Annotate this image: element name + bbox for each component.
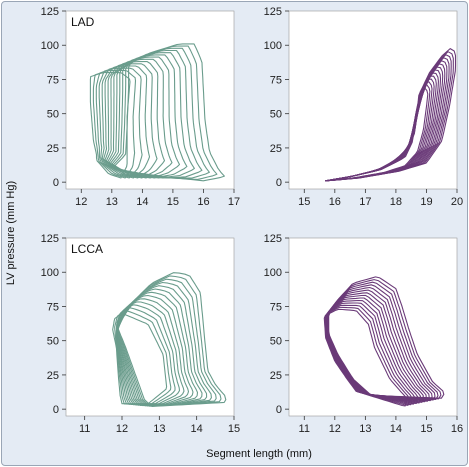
pressure-length-loop [92, 69, 137, 179]
y-tick-label: 50 [47, 109, 59, 121]
loop-series [89, 43, 225, 182]
y-tick-label: 125 [41, 233, 59, 245]
x-tick-label: 18 [390, 196, 402, 208]
y-axis-title: LV pressure (mm Hg) [5, 181, 17, 285]
pressure-length-loop [114, 310, 172, 405]
x-axis-title: Segment length (mm) [206, 448, 312, 460]
y-tick-label: 100 [264, 267, 282, 279]
y-tick-label: 0 [53, 404, 59, 416]
x-tick-label: 17 [359, 196, 371, 208]
plot-area [288, 237, 458, 417]
pressure-length-loop [115, 307, 176, 405]
y-tick-label: 50 [47, 336, 59, 348]
y-tick-label: 100 [41, 267, 59, 279]
loop-series [112, 272, 227, 407]
x-tick-label: 15 [420, 423, 432, 435]
x-tick-label: 14 [191, 423, 203, 435]
panel-title: LCCA [71, 242, 103, 256]
pressure-length-loop [116, 301, 185, 406]
pressure-length-loop [325, 86, 429, 182]
y-tick-label: 125 [264, 233, 282, 245]
pressure-length-loop [116, 298, 190, 406]
pressure-length-loop [95, 67, 143, 179]
x-tick-label: 16 [329, 196, 341, 208]
x-tick-label: 11 [79, 423, 90, 435]
x-tick-label: 12 [329, 423, 341, 435]
pressure-length-loop [116, 285, 208, 407]
pressure-length-loop [108, 52, 195, 179]
y-tick-label: 75 [47, 301, 59, 313]
x-tick-label: 12 [116, 423, 128, 435]
panel-top-right: 0 25 50 75 100 125 15 16 17 18 19 20 [264, 6, 463, 208]
loop-series [325, 48, 457, 182]
x-tick-label: 17 [228, 196, 240, 208]
plot-area [288, 10, 458, 190]
pressure-length-loop [98, 65, 151, 179]
y-tick-label: 0 [276, 404, 282, 416]
panel-title: LAD [71, 15, 95, 29]
pressure-length-loop [116, 294, 194, 406]
pressure-length-loop [111, 47, 210, 179]
loop-series [323, 276, 445, 407]
pressure-length-loop [101, 63, 158, 179]
y-tick-label: 0 [53, 177, 59, 189]
plot-area [65, 10, 235, 190]
panel-bottom-right: 0 25 50 75 100 125 11 12 13 14 15 16 [264, 233, 463, 435]
pressure-length-loop [116, 291, 199, 406]
pressure-length-loop [104, 58, 173, 179]
y-tick-label: 0 [276, 177, 282, 189]
x-tick-label: 16 [451, 423, 463, 435]
y-tick-label: 50 [270, 109, 282, 121]
y-tick-label: 100 [264, 40, 282, 52]
pressure-length-loop [116, 272, 227, 407]
y-tick-label: 25 [47, 143, 59, 155]
y-tick-label: 25 [270, 143, 282, 155]
pressure-length-loop [112, 313, 168, 405]
y-tick-label: 100 [41, 40, 59, 52]
panel-bottom-left: 0 25 50 75 100 125 11 12 13 14 15 LCCA [41, 233, 240, 435]
x-tick-label: 15 [167, 196, 179, 208]
y-tick-label: 125 [264, 6, 282, 18]
x-tick-label: 13 [359, 423, 371, 435]
x-tick-label: 13 [106, 196, 118, 208]
pressure-length-loop [107, 54, 188, 179]
pressure-length-loop [89, 72, 131, 179]
pressure-length-loop [116, 278, 217, 407]
x-tick-label: 15 [298, 196, 310, 208]
pressure-length-loop [103, 61, 166, 179]
pressure-length-loop [112, 45, 218, 180]
pressure-length-loop [110, 49, 203, 179]
pressure-length-loop [116, 275, 222, 407]
y-tick-label: 75 [270, 74, 282, 86]
pressure-length-loop [116, 288, 203, 406]
y-tick-label: 75 [270, 301, 282, 313]
pressure-length-loop [116, 281, 212, 407]
x-tick-label: 14 [390, 423, 402, 435]
pressure-length-loop [323, 308, 407, 407]
y-tick-label: 25 [47, 370, 59, 382]
pressure-length-loop [105, 56, 181, 179]
y-tick-label: 25 [270, 370, 282, 382]
y-tick-label: 125 [41, 6, 59, 18]
y-tick-label: 75 [47, 74, 59, 86]
x-tick-label: 16 [197, 196, 209, 208]
panel-top-left: 0 25 50 75 100 125 12 13 14 15 16 17 LAD [41, 6, 240, 208]
x-tick-label: 19 [420, 196, 432, 208]
x-tick-label: 20 [451, 196, 463, 208]
x-tick-label: 12 [75, 196, 87, 208]
x-tick-label: 14 [136, 196, 148, 208]
x-tick-label: 15 [228, 423, 240, 435]
pressure-length-loop [115, 304, 181, 405]
y-tick-label: 50 [270, 336, 282, 348]
x-tick-label: 11 [299, 423, 310, 435]
x-tick-label: 13 [153, 423, 165, 435]
